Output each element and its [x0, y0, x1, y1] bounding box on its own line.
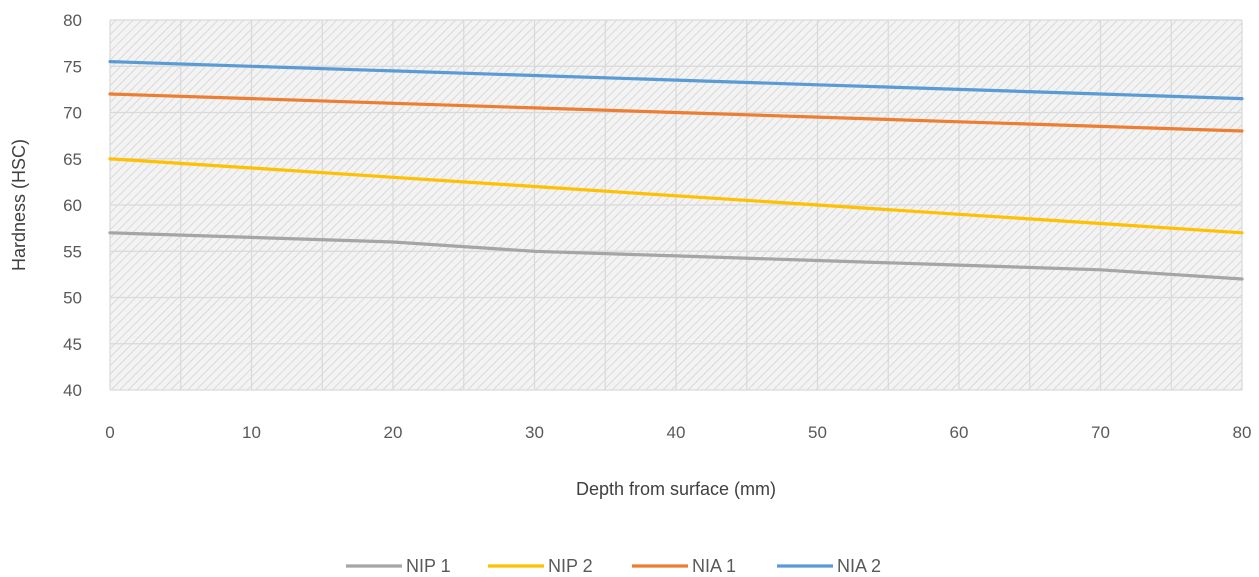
series-line-nip-2: [108, 157, 1244, 235]
y-tick-label: 45: [63, 335, 82, 354]
x-axis-title: Depth from surface (mm): [576, 479, 776, 499]
legend-label: NIA 2: [837, 556, 881, 576]
x-tick-label: 10: [242, 423, 261, 442]
x-tick-label: 0: [105, 423, 114, 442]
y-tick-label: 65: [63, 150, 82, 169]
legend-label: NIA 1: [692, 556, 736, 576]
legend-label: NIP 1: [406, 556, 451, 576]
x-tick-label: 60: [950, 423, 969, 442]
y-tick-label: 80: [63, 11, 82, 30]
legend: NIP 1 NIP 2 NIA 1 NIA 2: [346, 556, 881, 576]
y-tick-label: 70: [63, 104, 82, 123]
series-line-nip-1: [108, 231, 1244, 281]
legend-label: NIP 2: [548, 556, 593, 576]
series-layer: [108, 59, 1244, 281]
series-line-nia-1: [108, 92, 1244, 133]
x-tick-label: 50: [808, 423, 827, 442]
x-tick-label: 40: [667, 423, 686, 442]
x-tick-label: 80: [1233, 423, 1252, 442]
series-line-nia-2: [108, 59, 1244, 101]
x-tick-label: 20: [384, 423, 403, 442]
y-axis-title: Hardness (HSC): [9, 139, 29, 271]
y-tick-labels: 40 45 50 55 60 65 70 75 80: [63, 11, 82, 400]
y-tick-label: 60: [63, 196, 82, 215]
x-tick-labels: 0 10 20 30 40 50 60 70 80: [105, 423, 1251, 442]
y-tick-label: 75: [63, 57, 82, 76]
y-tick-label: 40: [63, 381, 82, 400]
x-tick-label: 70: [1091, 423, 1110, 442]
y-tick-label: 55: [63, 242, 82, 261]
y-tick-label: 50: [63, 289, 82, 308]
x-tick-label: 30: [525, 423, 544, 442]
